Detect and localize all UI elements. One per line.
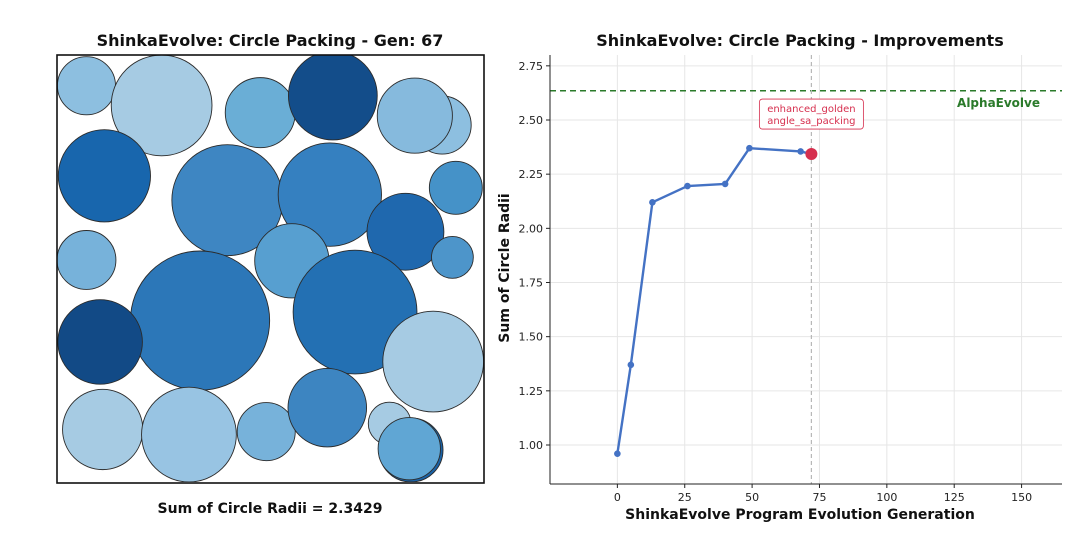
packed-circle-7 (57, 129, 151, 223)
x-tick-label: 125 (944, 491, 965, 504)
packed-circle-19 (62, 388, 144, 471)
packed-circle-13 (431, 236, 474, 279)
packing-frame (56, 54, 485, 484)
y-tick-label: 2.75 (519, 60, 544, 73)
packing-title: ShinkaEvolve: Circle Packing - Gen: 67 (97, 31, 444, 50)
x-tick-label: 50 (745, 491, 759, 504)
y-axis-label: Sum of Circle Radii (497, 193, 513, 342)
x-tick-label: 25 (678, 491, 692, 504)
y-tick-label: 2.50 (519, 114, 544, 127)
best-point (805, 148, 818, 161)
packed-circle-11 (428, 160, 483, 215)
data-point-5 (721, 180, 729, 188)
y-tick-label: 2.00 (519, 222, 544, 235)
improvements-title: ShinkaEvolve: Circle Packing - Improveme… (596, 31, 1003, 50)
packed-circle-3 (224, 77, 296, 149)
packed-circle-4 (287, 55, 378, 141)
data-point-4 (684, 182, 691, 190)
alphaevolve-label: AlphaEvolve (957, 96, 1040, 110)
x-tick-label: 75 (812, 491, 826, 504)
packed-circle-18 (382, 310, 484, 413)
packing-sum-label: Sum of Circle Radii = 2.3429 (158, 501, 383, 517)
improvement-line (616, 146, 812, 454)
packed-circle-9 (277, 142, 382, 247)
packed-circle-1 (57, 56, 116, 116)
packed-circle-21 (236, 402, 296, 462)
y-tick-label: 1.00 (519, 439, 544, 452)
packed-circle-25 (377, 417, 441, 481)
data-point-7 (797, 148, 804, 155)
y-tick-label: 1.25 (519, 385, 544, 398)
packed-circle-22 (287, 367, 368, 448)
y-tick-label: 1.75 (519, 277, 544, 290)
data-point-6 (746, 144, 753, 152)
data-point-1 (614, 450, 621, 457)
x-tick-label: 0 (614, 491, 621, 504)
best-label-line2: angle_sa_packing (767, 116, 855, 127)
y-tick-label: 1.50 (519, 331, 544, 344)
packed-circle-10 (366, 192, 445, 271)
packed-circle-20 (141, 386, 237, 482)
x-tick-label: 100 (876, 491, 897, 504)
y-tick-label: 2.25 (519, 168, 544, 181)
x-axis-label: ShinkaEvolve Program Evolution Generatio… (625, 507, 975, 523)
data-point-2 (627, 361, 635, 369)
best-label-line1: enhanced_golden (767, 104, 855, 115)
packing-circles (57, 55, 484, 482)
alphaevolve-reference: AlphaEvolve (550, 89, 1062, 110)
improvements-panel: ShinkaEvolve: Circle Packing - Improveme… (497, 31, 1062, 523)
series-improvements (614, 144, 815, 457)
packed-circle-6 (376, 77, 453, 154)
best-label-box (758, 98, 864, 130)
axes: 0 25 50 75 100 125 150 1.00 1.25 1.50 1.75 2.00 2.25… (519, 55, 1062, 504)
packed-circle-15 (129, 250, 271, 391)
data-point-3 (649, 199, 656, 206)
x-tick-label: 150 (1011, 491, 1032, 504)
packed-circle-17 (57, 299, 143, 385)
packing-panel: ShinkaEvolve: Circle Packing - Gen: 67 S… (56, 31, 485, 517)
packed-circle-2 (110, 55, 213, 157)
packed-circle-12 (57, 230, 117, 290)
grid (550, 55, 1062, 484)
